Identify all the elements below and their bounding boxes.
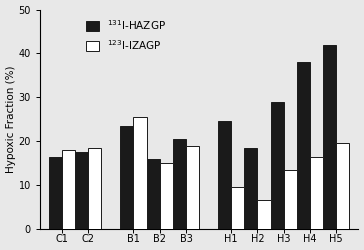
Bar	[173, 139, 186, 229]
Bar	[120, 126, 134, 229]
Bar	[336, 143, 349, 229]
Bar	[310, 156, 323, 229]
Bar	[160, 163, 173, 229]
Bar	[134, 117, 147, 229]
Bar	[284, 170, 297, 229]
Bar	[257, 200, 270, 229]
Bar	[186, 146, 199, 229]
Bar	[147, 159, 160, 229]
Bar	[88, 148, 102, 229]
Bar	[231, 187, 244, 229]
Bar	[244, 148, 257, 229]
Bar	[75, 152, 88, 229]
Y-axis label: Hypoxic Fraction (%): Hypoxic Fraction (%)	[5, 66, 16, 173]
Bar	[62, 150, 75, 229]
Bar	[49, 156, 62, 229]
Legend: $^{131}$I-HAZGP, $^{123}$I-IZAGP: $^{131}$I-HAZGP, $^{123}$I-IZAGP	[83, 15, 169, 55]
Bar	[270, 102, 284, 229]
Bar	[218, 122, 231, 229]
Bar	[297, 62, 310, 229]
Bar	[323, 45, 336, 229]
